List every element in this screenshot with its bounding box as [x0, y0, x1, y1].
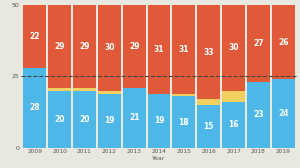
Text: 15: 15	[203, 122, 214, 131]
Bar	[197, 5, 220, 99]
Text: 20: 20	[79, 115, 90, 124]
Bar	[73, 88, 96, 91]
Bar	[197, 105, 220, 148]
X-axis label: Year: Year	[152, 156, 166, 161]
Text: 29: 29	[54, 42, 65, 51]
Bar	[98, 94, 121, 148]
Bar	[247, 5, 270, 82]
Bar	[98, 91, 121, 94]
Text: 30: 30	[104, 43, 115, 52]
Bar	[48, 91, 71, 148]
Text: 22: 22	[29, 32, 40, 41]
Text: 31: 31	[178, 45, 189, 54]
Bar	[123, 88, 146, 148]
Bar	[73, 5, 96, 88]
Text: 33: 33	[203, 48, 214, 57]
Text: 26: 26	[278, 38, 289, 47]
Text: 31: 31	[154, 45, 164, 54]
Text: 27: 27	[253, 39, 264, 48]
Bar	[123, 5, 146, 88]
Text: 29: 29	[79, 42, 90, 51]
Text: 20: 20	[54, 115, 65, 124]
Text: 19: 19	[154, 116, 164, 125]
Bar	[48, 88, 71, 91]
Bar	[222, 102, 245, 148]
Text: 30: 30	[228, 43, 239, 52]
Bar	[222, 5, 245, 91]
Text: 29: 29	[129, 42, 140, 51]
Bar	[73, 91, 96, 148]
Text: 19: 19	[104, 116, 115, 125]
Bar	[197, 99, 220, 105]
Bar	[172, 94, 195, 96]
Bar	[172, 5, 195, 94]
Text: 21: 21	[129, 113, 140, 122]
Bar	[23, 68, 46, 148]
Text: 16: 16	[228, 120, 239, 130]
Bar	[148, 5, 170, 94]
Bar	[247, 82, 270, 148]
Bar	[48, 5, 71, 88]
Text: 23: 23	[253, 111, 264, 119]
Bar	[172, 96, 195, 148]
Bar	[222, 91, 245, 102]
Bar	[148, 94, 170, 148]
Bar	[272, 79, 295, 148]
Bar	[272, 5, 295, 79]
Bar	[23, 5, 46, 68]
Text: 28: 28	[29, 103, 40, 112]
Text: 18: 18	[178, 118, 189, 127]
Text: 24: 24	[278, 109, 289, 118]
Bar	[98, 5, 121, 91]
